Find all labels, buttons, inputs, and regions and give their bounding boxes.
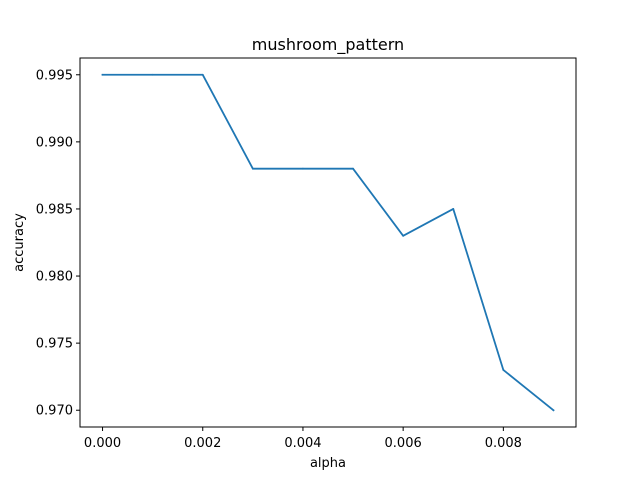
x-axis-ticks: 0.000 0.002 0.004 0.006 0.008 [84, 427, 522, 451]
series-line [101, 73, 555, 412]
data-point [502, 369, 505, 371]
data-point [201, 73, 204, 76]
data-point [302, 167, 304, 170]
y-tick-label: 0.990 [36, 135, 73, 150]
data-point [101, 73, 104, 76]
x-tick-label: 0.008 [485, 436, 522, 451]
data-point [151, 73, 154, 76]
data-point [452, 208, 455, 210]
x-tick-label: 0.004 [284, 436, 321, 451]
y-axis-label: accuracy [12, 213, 27, 272]
data-point [251, 167, 254, 170]
x-axis-label: alpha [310, 456, 346, 471]
y-tick-label: 0.995 [36, 68, 73, 83]
y-axis-ticks: 0.970 0.975 0.980 0.985 0.990 0.995 [36, 68, 80, 419]
data-point [352, 167, 354, 170]
y-tick-label: 0.970 [36, 404, 73, 419]
y-tick-label: 0.975 [36, 337, 73, 352]
series-layer [101, 73, 555, 412]
x-tick-label: 0.000 [84, 436, 121, 451]
data-point [402, 234, 405, 237]
y-tick-label: 0.985 [36, 202, 73, 217]
y-tick-label: 0.980 [36, 270, 73, 285]
chart-title: mushroom_pattern [252, 35, 404, 55]
plot-frame [79, 57, 577, 428]
x-tick-label: 0.002 [184, 436, 221, 451]
x-tick-label: 0.006 [385, 436, 422, 451]
data-point [552, 409, 555, 412]
